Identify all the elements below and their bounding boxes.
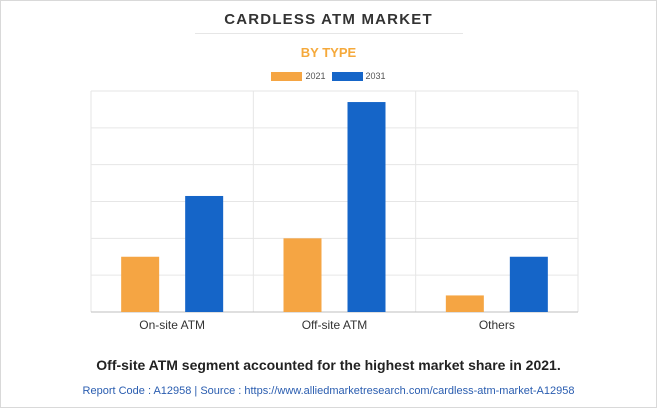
bar-2031-on-site-atm (185, 195, 224, 312)
chart-legend: 2021 2031 (0, 71, 657, 81)
x-tick-label: Off-site ATM (302, 318, 368, 332)
bar-2031-off-site-atm (347, 102, 386, 312)
bar-2021-on-site-atm (121, 256, 160, 312)
legend-item-2021: 2021 (271, 71, 326, 81)
legend-item-2031: 2031 (331, 71, 386, 81)
chart-title: CARDLESS ATM MARKET (224, 11, 433, 28)
legend-label-2031: 2031 (365, 71, 386, 81)
title-divider (195, 33, 463, 34)
chart-caption: Off-site ATM segment accounted for the h… (96, 357, 561, 373)
bar-2031-others (509, 256, 548, 312)
bar-2021-off-site-atm (283, 238, 322, 312)
x-tick-label: On-site ATM (139, 318, 205, 332)
bar-2021-others (445, 295, 484, 312)
legend-swatch-2021 (271, 71, 303, 81)
chart-subtitle: BY TYPE (300, 45, 357, 60)
x-tick-label: Others (479, 318, 515, 332)
legend-label-2021: 2021 (305, 71, 326, 81)
source-footer: Report Code : A12958 | Source : https://… (82, 385, 575, 397)
legend-swatch-2031 (331, 71, 363, 81)
